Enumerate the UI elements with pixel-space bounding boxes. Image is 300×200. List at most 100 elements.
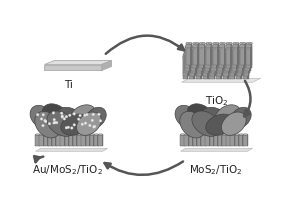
Polygon shape — [213, 43, 219, 65]
Ellipse shape — [233, 48, 236, 49]
Polygon shape — [243, 135, 248, 146]
Ellipse shape — [246, 48, 249, 49]
Polygon shape — [224, 43, 225, 65]
Ellipse shape — [81, 123, 83, 125]
Polygon shape — [242, 135, 244, 146]
Ellipse shape — [226, 134, 231, 135]
Polygon shape — [217, 135, 219, 146]
Polygon shape — [39, 135, 40, 146]
Polygon shape — [180, 135, 185, 146]
Polygon shape — [196, 54, 202, 76]
Ellipse shape — [44, 119, 46, 122]
Ellipse shape — [226, 45, 232, 47]
Ellipse shape — [92, 113, 94, 116]
Ellipse shape — [234, 43, 237, 44]
Ellipse shape — [98, 134, 103, 135]
Polygon shape — [184, 49, 190, 71]
Polygon shape — [235, 135, 240, 146]
Polygon shape — [64, 135, 70, 146]
Ellipse shape — [230, 107, 251, 128]
Polygon shape — [240, 43, 246, 65]
Ellipse shape — [218, 51, 224, 53]
Ellipse shape — [201, 134, 206, 135]
Ellipse shape — [230, 134, 236, 135]
Polygon shape — [68, 135, 70, 146]
Polygon shape — [198, 49, 204, 71]
Ellipse shape — [35, 111, 60, 138]
Ellipse shape — [73, 124, 76, 126]
Polygon shape — [218, 52, 224, 73]
Polygon shape — [203, 57, 208, 79]
Polygon shape — [250, 46, 252, 68]
Ellipse shape — [212, 51, 215, 52]
Ellipse shape — [187, 46, 190, 47]
Ellipse shape — [197, 134, 202, 135]
Polygon shape — [203, 43, 205, 65]
Ellipse shape — [212, 45, 218, 47]
Ellipse shape — [60, 134, 65, 135]
Polygon shape — [102, 61, 112, 70]
Polygon shape — [196, 135, 198, 146]
Ellipse shape — [73, 134, 78, 135]
Ellipse shape — [56, 134, 61, 135]
Polygon shape — [207, 57, 208, 79]
Ellipse shape — [226, 51, 229, 52]
Polygon shape — [226, 46, 232, 68]
Polygon shape — [205, 135, 210, 146]
Ellipse shape — [67, 126, 70, 129]
Polygon shape — [194, 57, 195, 79]
Polygon shape — [217, 43, 219, 65]
Ellipse shape — [197, 51, 203, 53]
Ellipse shape — [77, 134, 82, 135]
Ellipse shape — [192, 111, 220, 136]
Ellipse shape — [79, 114, 81, 117]
Ellipse shape — [190, 53, 196, 55]
Polygon shape — [186, 43, 192, 65]
Ellipse shape — [180, 134, 185, 135]
Ellipse shape — [230, 56, 236, 58]
Polygon shape — [44, 135, 49, 146]
Polygon shape — [246, 46, 252, 68]
Ellipse shape — [223, 56, 229, 58]
Polygon shape — [215, 52, 217, 73]
Ellipse shape — [52, 112, 55, 114]
Ellipse shape — [237, 53, 243, 55]
Ellipse shape — [244, 53, 250, 55]
Ellipse shape — [206, 114, 234, 135]
Polygon shape — [72, 135, 74, 146]
Ellipse shape — [233, 42, 239, 44]
Polygon shape — [47, 135, 49, 146]
Polygon shape — [246, 43, 252, 65]
Polygon shape — [195, 52, 197, 73]
Ellipse shape — [69, 134, 74, 135]
Ellipse shape — [73, 113, 75, 115]
Polygon shape — [237, 54, 243, 76]
Ellipse shape — [90, 134, 95, 135]
Polygon shape — [234, 54, 236, 76]
Ellipse shape — [185, 45, 191, 47]
Polygon shape — [209, 135, 214, 146]
Ellipse shape — [198, 48, 204, 50]
Ellipse shape — [232, 48, 238, 50]
Polygon shape — [209, 57, 215, 79]
Polygon shape — [223, 57, 229, 79]
Polygon shape — [219, 46, 225, 68]
Ellipse shape — [207, 46, 210, 47]
Ellipse shape — [224, 51, 230, 53]
Ellipse shape — [209, 56, 215, 58]
Polygon shape — [90, 135, 95, 146]
Ellipse shape — [211, 51, 217, 53]
Ellipse shape — [189, 56, 195, 58]
Ellipse shape — [224, 57, 227, 58]
Ellipse shape — [183, 53, 189, 55]
Polygon shape — [228, 54, 230, 76]
Ellipse shape — [198, 54, 201, 55]
Polygon shape — [242, 52, 244, 73]
Ellipse shape — [48, 123, 51, 125]
Text: Au/MoS$_2$/TiO$_2$: Au/MoS$_2$/TiO$_2$ — [32, 163, 103, 177]
Ellipse shape — [214, 43, 217, 44]
Ellipse shape — [205, 54, 208, 55]
Ellipse shape — [244, 57, 247, 58]
Polygon shape — [240, 57, 242, 79]
Ellipse shape — [69, 114, 71, 117]
